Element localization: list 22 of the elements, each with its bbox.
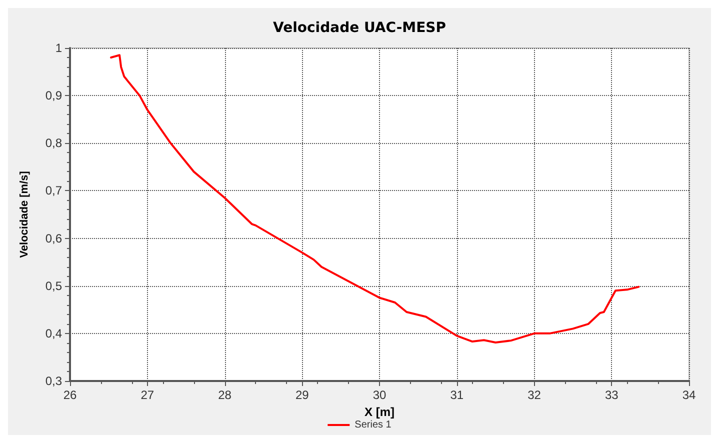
y-tick-label: 0,9	[45, 88, 62, 103]
y-tick-label: 0,8	[45, 136, 62, 150]
x-tick-label: 26	[63, 388, 77, 402]
y-tick-label: 0,4	[45, 326, 62, 340]
x-tick-label: 29	[295, 388, 310, 402]
y-axis-title: Velocidade [m/s]	[18, 170, 30, 258]
y-tick-label: 0,5	[45, 278, 62, 293]
x-tick-label: 31	[450, 388, 464, 402]
x-axis-title: X [m]	[364, 404, 395, 419]
line-series	[110, 54, 640, 344]
y-tick-label: 0,3	[45, 374, 62, 388]
x-tick-label: 30	[372, 388, 386, 402]
x-tick-label: 27	[140, 388, 154, 402]
x-tick-label: 32	[528, 388, 542, 402]
y-tick-label: 0,7	[45, 184, 62, 198]
y-tick-label: 0,6	[45, 231, 62, 246]
x-tick-label: 33	[604, 388, 619, 402]
legend-label: Series 1	[354, 420, 392, 430]
x-tick-label: 28	[218, 388, 232, 402]
x-tick-label: 34	[682, 388, 696, 402]
y-tick-label: 1	[55, 41, 62, 55]
chart-title: Velocidade UAC-MESP	[273, 20, 446, 36]
